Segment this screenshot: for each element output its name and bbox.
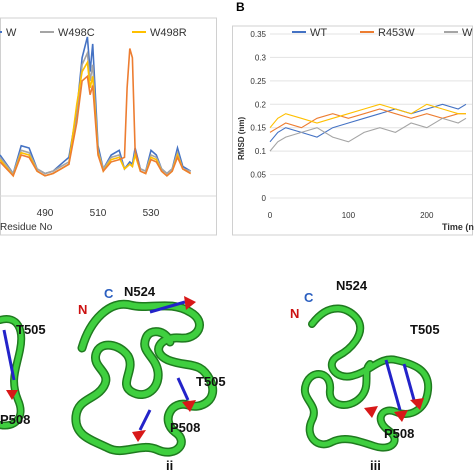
residue-chart: W W498C W498R 490 510 530 Residue No: [0, 17, 217, 236]
structure-left-arrow-head: [6, 390, 18, 400]
structure-middle: N C N524 T505 P508 ii: [71, 284, 226, 473]
structure-right-ribbon-highlight: [302, 306, 431, 450]
c2-legend-label-2: W: [462, 27, 473, 39]
c2-y-tick-label-6: 0.3: [255, 53, 267, 62]
structure-right: N C N524 T505 P508 iii: [290, 278, 440, 473]
c2-series-line-1: [269, 108, 466, 133]
structure-middle-annotation-t505: T505: [196, 374, 226, 389]
c2-series-line-3: [269, 103, 466, 129]
c1-legend-label-1: W498C: [58, 27, 95, 39]
structure-right-c-terminus: C: [304, 290, 314, 305]
panel-b-label: B: [236, 0, 245, 14]
c1-x-tick-label-2: 530: [143, 208, 160, 219]
c2-legend-label-0: WT: [310, 27, 327, 39]
rmsd-chart: WT R453W W 0 100 200 0 0.05 0.1 0.15 0.2 0.25 0.3 0.…: [232, 25, 474, 236]
c2-legend-label-1: R453W: [378, 27, 415, 39]
structure-middle-vector-right: [176, 377, 190, 401]
structure-middle-panel-label: ii: [166, 458, 173, 473]
residue-chart-xlabel: Residue No: [0, 222, 53, 233]
structure-right-vector-b: [402, 363, 416, 401]
c2-y-tick-label-7: 0.35: [250, 30, 266, 39]
structure-middle-c-terminus: C: [104, 286, 114, 301]
c1-series-line-3: [0, 48, 192, 178]
structure-panel: T505 P508 N C N524 T505 P508 ii N C N524…: [0, 278, 440, 473]
structure-right-annotation-n524: N524: [336, 278, 368, 293]
residue-chart-frame: [0, 17, 217, 236]
c2-y-tick-label-5: 0.25: [250, 77, 266, 86]
rmsd-chart-ylabel: RMSD (nm): [237, 117, 246, 160]
c1-x-tick-label-1: 510: [90, 208, 107, 219]
structure-middle-arrow-lower: [132, 430, 146, 442]
structure-right-annotation-p508: P508: [384, 426, 414, 441]
structure-right-n-terminus: N: [290, 306, 299, 321]
structure-middle-ribbon-highlight: [72, 301, 216, 455]
structure-middle-vector-top: [149, 300, 186, 314]
c2-x-tick-label-2: 200: [420, 211, 434, 220]
c2-y-tick-label-2: 0.1: [255, 147, 267, 156]
structure-middle-annotation-p508: P508: [170, 420, 200, 435]
structure-right-arrow-c: [364, 406, 378, 418]
c1-legend-label-0: W: [6, 27, 17, 39]
rmsd-chart-xlabel: Time (ns: [442, 222, 474, 232]
c2-y-tick-label-4: 0.2: [255, 100, 267, 109]
structure-middle-arrow-right: [182, 400, 196, 412]
structure-left-annotation-p508: P508: [0, 412, 30, 427]
structure-middle-n-terminus: N: [78, 302, 87, 317]
structure-right-arrow-b: [410, 398, 424, 410]
c2-x-tick-label-0: 0: [268, 211, 273, 220]
structure-middle-vector-lower: [138, 409, 152, 431]
structure-middle-annotation-n524: N524: [124, 284, 156, 299]
c1-legend-label-2: W498R: [150, 27, 187, 39]
c2-series-line-2: [269, 117, 467, 152]
structure-right-annotation-t505: T505: [410, 322, 440, 337]
c1-x-tick-label-0: 490: [37, 208, 54, 219]
structure-right-vector-a: [384, 359, 402, 411]
structure-left-annotation-t505: T505: [16, 322, 46, 337]
structure-left: T505 P508: [0, 315, 46, 430]
structure-right-panel-label: iii: [370, 458, 381, 473]
structure-left-vector: [2, 329, 16, 381]
c2-x-tick-label-1: 100: [342, 211, 356, 220]
c2-y-tick-label-3: 0.15: [250, 124, 266, 133]
structure-right-arrow-a: [394, 410, 408, 422]
c1-series-line-1: [0, 50, 191, 176]
c2-series-line-0: [269, 103, 467, 143]
structure-middle-arrow-top: [184, 296, 196, 310]
c2-y-tick-label-0: 0: [262, 194, 267, 203]
c2-y-tick-label-1: 0.05: [250, 171, 266, 180]
